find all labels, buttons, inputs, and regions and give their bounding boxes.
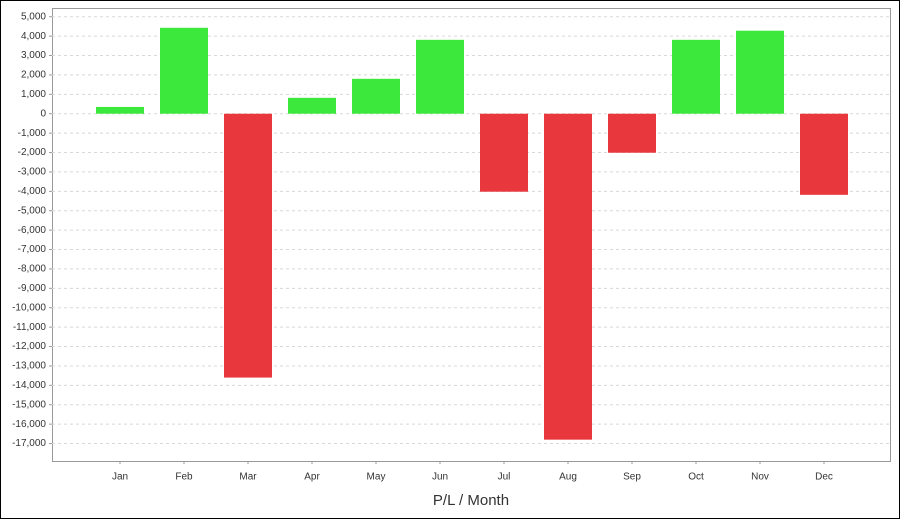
y-tick-label: -8,000 <box>18 264 47 275</box>
bar <box>224 113 272 378</box>
x-tick-label: Oct <box>688 472 704 483</box>
y-tick-label: -14,000 <box>12 380 46 391</box>
bar <box>544 113 592 440</box>
y-tick-label: -7,000 <box>18 244 47 255</box>
y-tick-label: -16,000 <box>12 419 46 430</box>
bar <box>160 27 208 114</box>
bar <box>736 30 784 114</box>
bar <box>800 113 848 195</box>
y-tick-label: -3,000 <box>18 167 47 178</box>
x-tick-label: Sep <box>623 472 641 483</box>
y-tick-label: 2,000 <box>21 70 46 81</box>
x-tick-label: Jan <box>112 472 128 483</box>
y-tick-label: -17,000 <box>12 438 46 449</box>
bar <box>608 113 656 153</box>
x-tick-label: Jun <box>432 472 448 483</box>
x-tick-label: Apr <box>304 472 320 483</box>
y-tick-label: -5,000 <box>18 205 47 216</box>
x-tick-label: Jul <box>498 472 511 483</box>
y-tick-label: 4,000 <box>21 31 46 42</box>
y-tick-label: -13,000 <box>12 361 46 372</box>
x-tick-label: Feb <box>175 472 193 483</box>
x-tick-label: Mar <box>239 472 257 483</box>
bar <box>672 39 720 114</box>
y-tick-label: 3,000 <box>21 50 46 61</box>
x-tick-label: Aug <box>559 472 577 483</box>
x-tick-label: May <box>367 472 386 483</box>
y-tick-label: 1,000 <box>21 89 46 100</box>
y-tick-label: -1,000 <box>18 128 47 139</box>
y-tick-label: -12,000 <box>12 341 46 352</box>
bar <box>96 106 144 114</box>
x-tick-label: Nov <box>751 472 769 483</box>
bar <box>288 97 336 114</box>
y-tick-label: -15,000 <box>12 399 46 410</box>
y-tick-label: -4,000 <box>18 186 47 197</box>
y-tick-label: -9,000 <box>18 283 47 294</box>
x-axis-title: P/L / Month <box>433 492 509 509</box>
y-tick-label: -11,000 <box>13 322 47 333</box>
y-tick-label: 0 <box>40 108 46 119</box>
y-tick-label: -2,000 <box>18 147 47 158</box>
x-tick-label: Dec <box>815 472 833 483</box>
bar <box>352 78 400 114</box>
y-tick-label: -6,000 <box>18 225 47 236</box>
bar <box>416 39 464 114</box>
bar <box>480 113 528 192</box>
y-tick-label: 5,000 <box>21 11 46 22</box>
y-tick-label: -10,000 <box>12 302 46 313</box>
